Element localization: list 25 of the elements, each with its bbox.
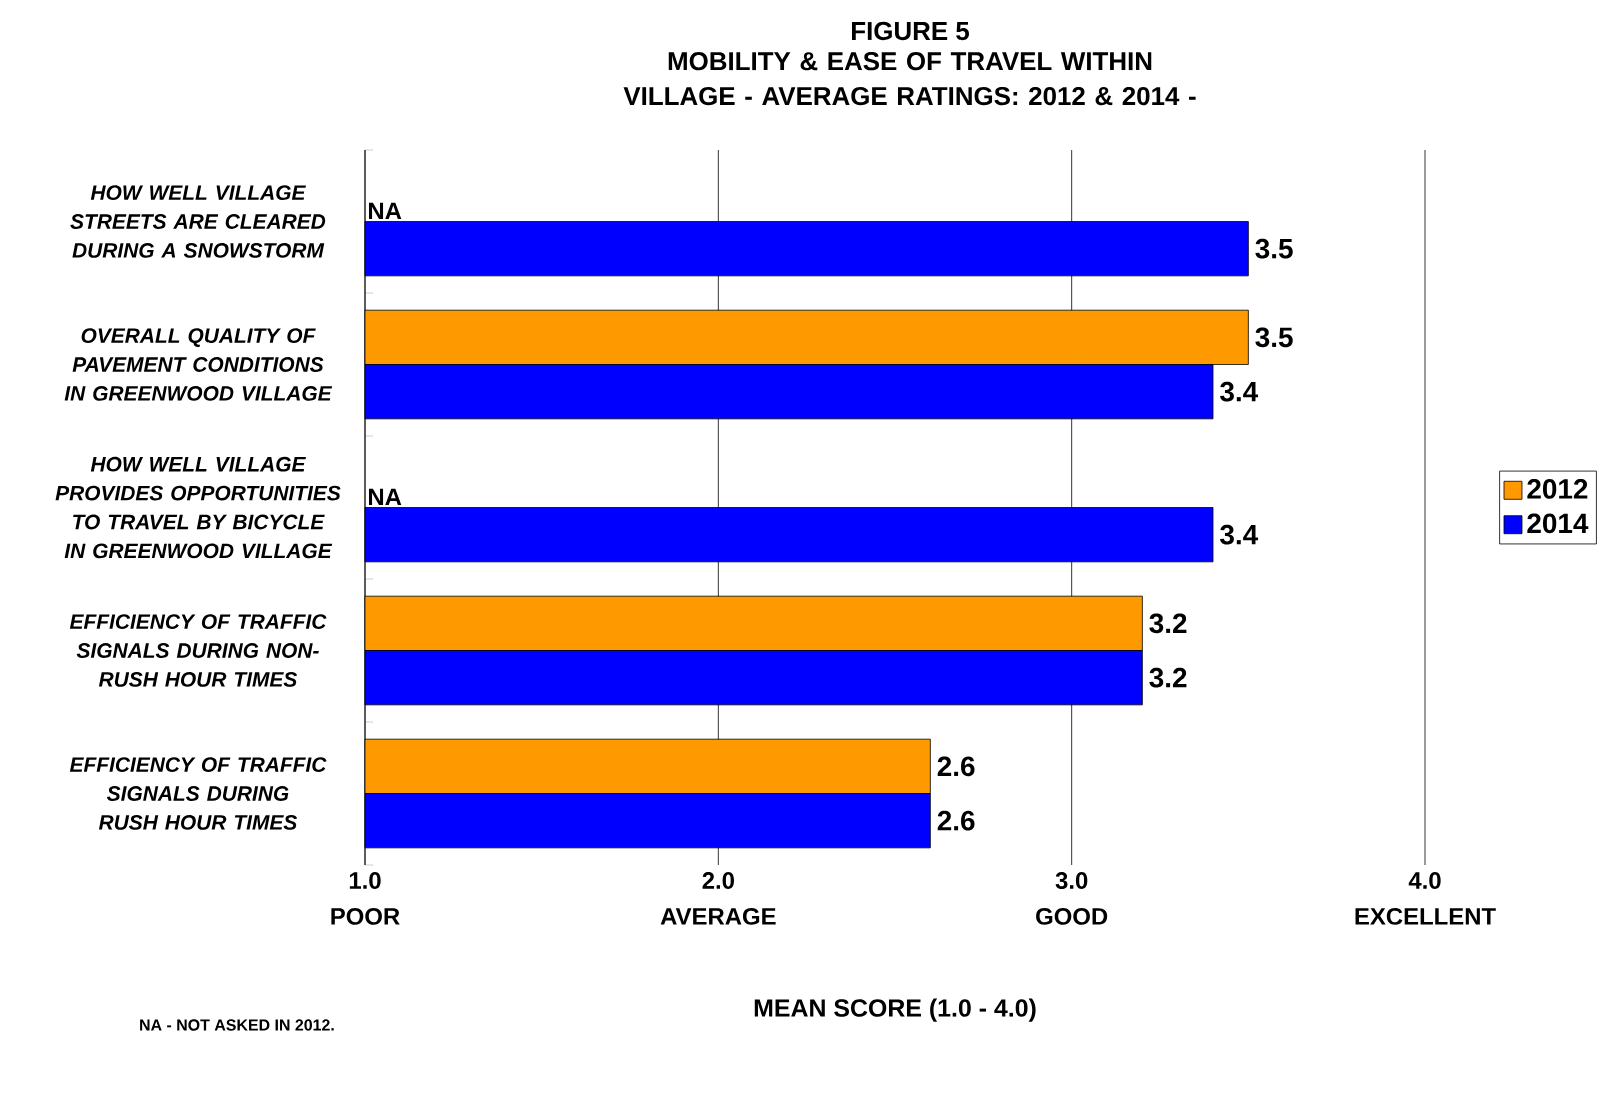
x-tick-label: 1.0 POOR [331,872,400,925]
data-label: 3.2 [1149,667,1187,688]
data-label: 2.6 [937,810,975,831]
data-label: 3.2 [1149,613,1187,634]
data-label: 3.5 [1255,238,1293,259]
y-tick-label: HOW WELL VILLAGE STREETS ARE CLEARED DURING A SNOWSTORM [70,185,326,258]
chart-subtitle: MOBILITY & EASE OF TRAVEL WITHIN VILLAGE - AVERAGE RATINGS: 2012 & 2014 - [623,52,1196,106]
legend-label: 2014 [1527,513,1589,534]
y-tick-label: EFFICIENCY OF TRAFFIC SIGNALS DURING RUSH HOUR TIMES [69,757,327,830]
data-label: 3.4 [1220,524,1259,545]
y-tick-label: OVERALL QUALITY OF PAVEMENT CONDITIONS IN GREENWOOD VILLAGE [64,328,333,401]
chart-title: FIGURE 5 [852,21,970,41]
text: NA - NOT ASKED IN 2012. [140,1019,334,1031]
x-axis-title: MEAN SCORE (1.0 - 4.0) [754,998,1036,1022]
legend-label: 2012 [1527,479,1588,499]
data-label: 3.5 [1255,327,1293,348]
x-tick-label: 4.0 EXCELLENT [1355,872,1496,925]
data-label: 3.4 [1220,381,1259,402]
x-tick-label: 3.0 GOOD [1036,872,1108,925]
text: NA [368,202,402,220]
text: NA [368,488,402,506]
y-tick-label: HOW WELL VILLAGE PROVIDES OPPORTUNITIES TO TRAVEL BY BICYCLE IN GREENWOOD VILLAGE [55,456,341,559]
x-tick-label: 2.0 AVERAGE [660,872,776,925]
y-tick-label: EFFICIENCY OF TRAFFIC SIGNALS DURING NON-RUSH HOUR TIMES [69,614,327,687]
data-label: 2.6 [937,756,975,777]
